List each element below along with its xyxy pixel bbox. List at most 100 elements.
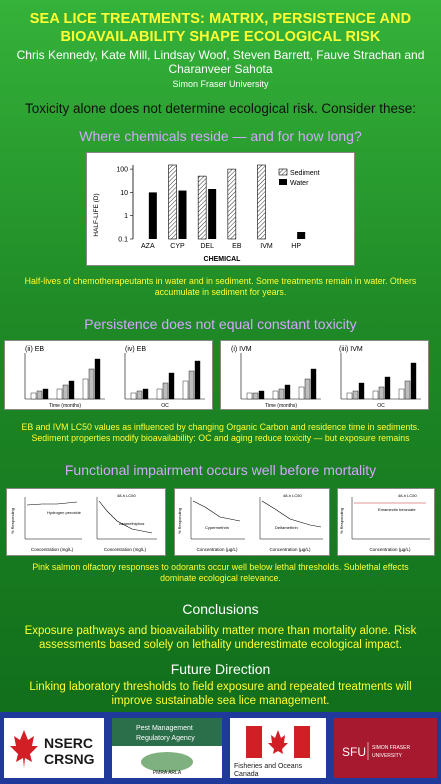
persistence-bar — [252, 392, 259, 400]
olf2-label-a: Cypermethrin — [205, 525, 229, 530]
persistence-bar — [56, 388, 63, 400]
conclusions-text: Exposure pathways and bioavailability ma… — [24, 625, 417, 651]
olf1-x: Concentration (mg/L) — [31, 547, 74, 552]
olf1-label-a: Hydrogen peroxide — [47, 510, 82, 515]
dfo-text-2: Canada — [234, 771, 259, 778]
panel-label-ivm-oc: (iii) IVM — [339, 346, 363, 353]
x-tick-label: DEL — [200, 243, 214, 250]
persistence-bar — [384, 376, 391, 400]
persistence-bar — [272, 390, 279, 400]
olfactory-svg-1: 48-h LC50 Hydrogen peroxide Azamethiphos… — [10, 493, 157, 552]
panel-label-eb-oc: (iv) EB — [125, 346, 146, 353]
olf1-ylabel: % Responding — [10, 508, 15, 534]
persistence-bar — [410, 362, 417, 400]
olf3-lc: 48-h LC50 — [398, 493, 417, 498]
panel-label-eb-time: (ii) EB — [25, 346, 44, 353]
eb-x-oc: OC — [161, 403, 169, 409]
sfu-logo: SFU SIMON FRASER UNIVERSITY — [334, 718, 437, 778]
persistence-bar — [182, 380, 189, 400]
olfactory-svg-2: 48-h LC50 Cypermethrin Deltamethrin % Re… — [177, 493, 323, 552]
persistence-bar — [188, 370, 195, 400]
persistence-bar — [372, 390, 379, 400]
x-tick-label: AZA — [141, 243, 155, 250]
olf3-label-a: Emamectin benzoate — [378, 507, 416, 512]
future-text: Linking laboratory thresholds to field e… — [29, 681, 412, 707]
persistence-bar — [304, 378, 311, 400]
olf1-x-b: Concentration (mg/L) — [104, 547, 147, 552]
persistence-bar — [156, 388, 163, 400]
section3-heading: Functional impairment occurs well before… — [64, 462, 377, 478]
bar-water — [208, 188, 217, 239]
persistence-bar — [352, 390, 359, 400]
sfu-text-2: SIMON FRASER — [372, 745, 410, 751]
persistence-bar — [142, 388, 149, 400]
persistence-bar — [278, 388, 285, 400]
persistence-bar — [162, 382, 169, 400]
olf2-ylabel: % Responding — [177, 508, 182, 534]
olfactory-chart-3: 48-h LC50 Emamectin benzoate % Respondin… — [337, 488, 435, 556]
olf1-lc: 48-h LC50 — [117, 493, 136, 498]
persistence-bar — [246, 392, 253, 400]
nserc-text-2: CRSNG — [44, 751, 95, 767]
conclusions-heading: Conclusions — [182, 601, 259, 617]
intro-text: Toxicity alone does not determine ecolog… — [25, 101, 416, 116]
legend-sediment-swatch — [278, 168, 288, 176]
persistence-bar — [82, 378, 89, 400]
persistence-bar — [346, 392, 353, 400]
persistence-bar — [30, 392, 37, 400]
section2-heading: Persistence does not equal constant toxi… — [84, 316, 357, 332]
legend-water-label: Water — [290, 180, 309, 187]
section1-heading: Where chemicals reside — and for how lon… — [79, 128, 362, 144]
persistence-bar — [130, 392, 137, 400]
persistence-bar — [258, 390, 265, 400]
legend-water-swatch — [279, 179, 287, 185]
y-tick-label: 10 — [120, 190, 128, 197]
ivm-x-oc: OC — [377, 403, 385, 409]
olfactory-chart-2: 48-h LC50 Cypermethrin Deltamethrin % Re… — [174, 488, 330, 556]
authors: Chris Kennedy, Kate Mill, Lindsay Woof, … — [16, 48, 425, 76]
logo-bar: NSERC CRSNG Pest Management Regulatory A… — [0, 712, 441, 784]
panel-label-ivm-time: (i) IVM — [231, 346, 252, 353]
nserc-text-1: NSERC — [44, 735, 93, 751]
olfactory-chart-1: 48-h LC50 Hydrogen peroxide Azamethiphos… — [6, 488, 166, 556]
ivm-x-time: Time (months) — [265, 403, 297, 409]
persistence-bar — [284, 384, 291, 400]
future-heading: Future Direction — [170, 661, 271, 677]
olf2-x: Concentration (µg/L) — [196, 547, 238, 552]
ivm-svg: (i) IVM (iii) IVM Time (months) OC — [231, 346, 421, 409]
x-tick-label: IVM — [260, 243, 273, 250]
pmra-text-1: Pest Management — [136, 725, 193, 732]
half-life-chart: HALF-LIFE (D) CHEMICAL 100 10 1 0.1 AZA CYP DE… — [86, 152, 355, 266]
section2-caption: EB and IVM LC50 values as influenced by … — [21, 422, 420, 443]
affiliation: Simon Fraser University — [172, 79, 269, 89]
poster-title: SEA LICE TREATMENTS: MATRIX, PERSISTENCE… — [29, 11, 412, 45]
bar-water — [297, 231, 306, 239]
section1-caption: Half-lives of chemotherapeutants in wate… — [24, 276, 417, 297]
sfu-text-1: SFU — [342, 745, 366, 759]
legend-sediment-label: Sediment — [290, 170, 320, 177]
bar-sediment — [197, 175, 207, 240]
nserc-logo: NSERC CRSNG — [4, 718, 104, 778]
x-tick-label: HP — [291, 243, 301, 250]
olf2-x-b: Concentration (µg/L) — [269, 547, 311, 552]
pmra-text-3: PMRA ARLA — [153, 770, 182, 776]
persistence-bar — [358, 382, 365, 400]
eb-figure: (ii) EB (iv) EB Time (months) OC — [4, 340, 213, 410]
sfu-text-3: UNIVERSITY — [372, 753, 403, 759]
dfo-logo: Fisheries and Oceans Canada — [230, 718, 326, 778]
persistence-bar — [136, 390, 143, 400]
pmra-logo: Pest Management Regulatory Agency PMRA A… — [112, 718, 222, 778]
olf3-x: Concentration (µg/L) — [369, 547, 411, 552]
dfo-text-1: Fisheries and Oceans — [234, 763, 303, 770]
persistence-bar — [398, 388, 405, 400]
persistence-bar — [168, 372, 175, 400]
persistence-bar — [194, 360, 201, 400]
pmra-emblem-icon — [141, 752, 193, 772]
ivm-figure: (i) IVM (iii) IVM Time (months) OC — [220, 340, 429, 410]
olf2-label-b: Deltamethrin — [275, 525, 298, 530]
persistence-bar — [36, 390, 43, 400]
persistence-bar — [42, 388, 49, 400]
bar-sediment — [257, 164, 266, 240]
persistence-bar — [62, 384, 69, 400]
section3-caption: Pink salmon olfactory responses to odora… — [32, 562, 409, 583]
